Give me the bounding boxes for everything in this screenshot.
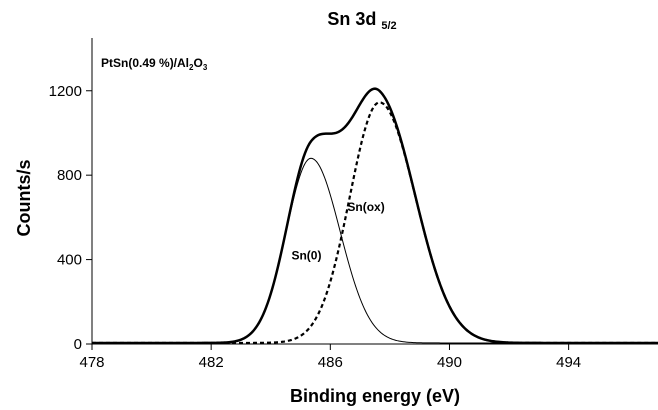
y-tick-label: 1200: [49, 83, 82, 100]
series-sn0-line: [92, 157, 658, 344]
series-layer: [92, 87, 658, 345]
chart-title-subscript: 5/2: [381, 20, 396, 32]
y-tick-label: 0: [74, 336, 82, 353]
sample-label: PtSn(0.49 %)/Al2O3: [101, 56, 208, 72]
peak-annotation: Sn(0): [291, 249, 321, 263]
chart-title: Sn 3d 5/2: [327, 9, 396, 32]
y-tick-label: 800: [57, 167, 82, 184]
x-tick-label: 494: [556, 354, 581, 371]
x-tick-label: 482: [199, 354, 224, 371]
peak-annotation: Sn(ox): [347, 200, 384, 214]
series-envelope-line: [92, 87, 658, 345]
y-axis-title: Counts/s: [14, 159, 34, 236]
series-snox-line: [92, 101, 658, 345]
y-axis-ticks: 0 400 800 1200: [49, 83, 92, 353]
y-tick-label: 400: [57, 252, 82, 269]
x-tick-label: 486: [318, 354, 343, 371]
annotation-layer: Sn(0) Sn(ox): [291, 200, 384, 263]
x-axis-ticks: 478 482 486 490 494: [79, 344, 581, 371]
plot-frame: [91, 38, 658, 345]
x-axis-title: Binding energy (eV): [290, 386, 460, 406]
x-tick-label: 478: [79, 354, 104, 371]
x-tick-label: 490: [437, 354, 462, 371]
